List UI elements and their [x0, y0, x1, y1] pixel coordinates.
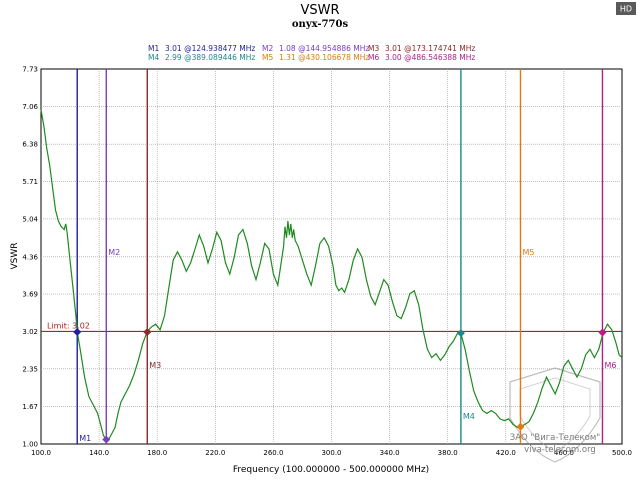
legend-value-m3: 3.01 @173.174741 MHz	[385, 44, 475, 53]
marker-label-m5: M5	[522, 248, 534, 257]
x-tick-label: 420.0	[496, 449, 516, 457]
y-tick-label: 4.36	[22, 253, 38, 261]
watermark-line1: ЗАО "Вига-Телеком"	[510, 433, 600, 443]
marker-point-m2[interactable]	[102, 435, 111, 444]
y-tick-label: 5.04	[22, 215, 38, 223]
hd-badge[interactable]: HD	[616, 2, 636, 15]
y-tick-label: 5.71	[22, 178, 38, 186]
legend-name-m4: M4	[148, 53, 159, 62]
legend-name-m3: M3	[368, 44, 379, 53]
y-axis-ticks: 1.00 1.67 2.35 3.02 3.69 4.36 5.04 5.71 6.38 7.06…	[22, 66, 38, 449]
limit-label: Limit: 3.02	[47, 321, 90, 330]
legend-name-m1: M1	[148, 44, 159, 53]
x-tick-label: 380.0	[438, 449, 458, 457]
y-tick-label: 7.73	[22, 66, 38, 74]
marker-label-m2: M2	[108, 248, 120, 257]
legend-name-m2: M2	[262, 44, 273, 53]
marker-point-m3[interactable]	[143, 328, 152, 337]
marker-label-m3: M3	[149, 361, 161, 370]
marker-point-m4[interactable]	[456, 329, 465, 338]
marker-point-m6[interactable]	[598, 328, 607, 337]
watermark-line2: viva-telecom.org	[524, 445, 596, 455]
y-tick-label: 1.67	[22, 403, 38, 411]
vswr-trace-line	[40, 109, 623, 441]
x-tick-label: 180.0	[147, 449, 167, 457]
y-tick-label: 3.02	[22, 328, 38, 336]
watermark: ЗАО "Вига-Телеком" viva-telecom.org	[509, 367, 601, 463]
x-tick-label: 300.0	[321, 449, 341, 457]
watermark-emblem-icon	[509, 367, 601, 463]
x-tick-label: 220.0	[205, 449, 225, 457]
x-axis-ticks: 100.0 140.0 180.0 220.0 260.0 300.0 340.0 380.0…	[31, 449, 632, 457]
marker-label-m1: M1	[79, 434, 91, 443]
x-tick-label: 140.0	[89, 449, 109, 457]
x-tick-label: 500.0	[612, 449, 632, 457]
y-tick-label: 2.35	[22, 365, 38, 373]
marker-points	[73, 328, 607, 444]
hd-badge-label: HD	[620, 5, 632, 14]
y-tick-label: 7.06	[22, 103, 38, 111]
x-axis-label: Frequency (100.000000 - 500.000000 MHz)	[233, 465, 429, 475]
y-axis-label: VSWR	[10, 242, 20, 269]
legend-value-m2: 1.08 @144.954886 MHz	[279, 44, 369, 53]
legend-value-m5: 1.31 @430.106678 MHz	[279, 53, 369, 62]
x-tick-label: 260.0	[263, 449, 283, 457]
x-tick-label: 460.0	[554, 449, 574, 457]
legend-value-m1: 3.01 @124.938477 MHz	[165, 44, 255, 53]
marker-lines: M1 M2 M3 M4 M5 M6	[76, 69, 616, 444]
y-tick-label: 6.38	[22, 141, 38, 149]
marker-label-m4: M4	[463, 412, 475, 421]
legend-value-m4: 2.99 @389.089446 MHz	[165, 53, 255, 62]
x-tick-label: 100.0	[31, 449, 51, 457]
marker-label-m6: M6	[604, 361, 616, 370]
chart-title: VSWR	[300, 3, 339, 18]
y-tick-label: 1.00	[22, 441, 38, 449]
x-tick-label: 340.0	[380, 449, 400, 457]
marker-point-m5[interactable]	[516, 422, 525, 431]
legend-value-m6: 3.00 @486.546388 MHz	[385, 53, 475, 62]
legend-name-m5: M5	[262, 53, 273, 62]
marker-point-m1[interactable]	[73, 328, 82, 337]
legend-name-m6: M6	[368, 53, 379, 62]
chart-subtitle: onyx-770s	[292, 19, 349, 30]
y-tick-label: 3.69	[22, 291, 38, 299]
marker-legend: M1 3.01 @124.938477 MHz M2 1.08 @144.954886…	[148, 44, 475, 62]
